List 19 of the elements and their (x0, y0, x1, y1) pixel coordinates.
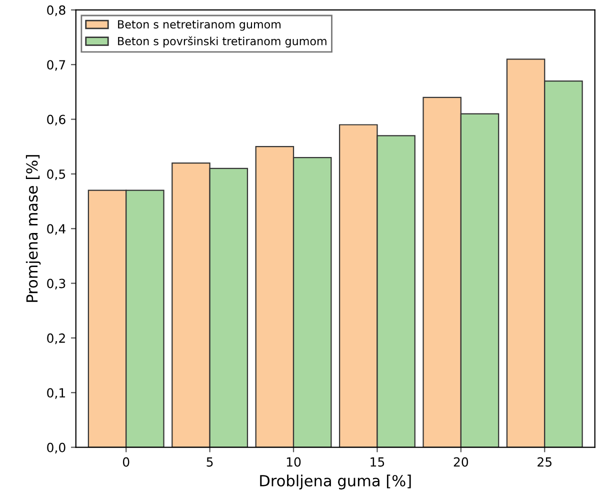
x-tick-label: 15 (370, 457, 384, 467)
x-tick-label: 0 (122, 457, 130, 467)
y-tick-label: 0,8 (47, 5, 66, 16)
legend-label: Beton s netretiranom gumom (118, 20, 280, 31)
x-tick-label: 5 (206, 457, 213, 467)
legend-label: Beton s površinski tretiranom gumom (118, 36, 326, 48)
x-tick-label: 20 (454, 457, 468, 467)
y-tick-label: 0,0 (47, 442, 66, 454)
y-tick-label: 0,3 (47, 278, 66, 290)
y-tick-label: 0,6 (47, 114, 66, 126)
y-axis-title: Promjena mase [%] (26, 155, 41, 302)
y-tick-label: 0,1 (47, 388, 65, 399)
y-tick-label: 0,2 (47, 333, 65, 344)
x-tick-label: 10 (286, 457, 301, 467)
x-axis-title: Drobljena guma [%] (260, 474, 411, 490)
y-tick-label: 0,7 (47, 60, 66, 71)
y-tick-label: 0,4 (47, 224, 66, 235)
y-tick-label: 0,5 (47, 169, 66, 180)
x-tick-label: 25 (538, 457, 552, 467)
